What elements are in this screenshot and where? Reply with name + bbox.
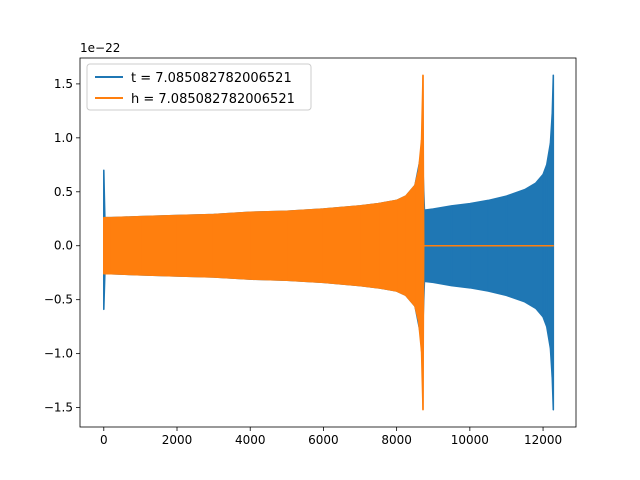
legend-label: t = 7.085082782006521 [131,71,292,86]
y-tick-label: 1.5 [54,77,73,91]
y-axis: −1.5 −1.0 −0.5 0.0 0.5 1.0 1.5 [44,77,80,415]
y-tick-label: 0.0 [54,239,73,253]
axes-frame [79,57,577,428]
y-tick-label: 1.0 [54,131,73,145]
legend-box [86,63,312,111]
y-axis-scale-label: 1e−22 [80,41,120,55]
x-tick-label: 12000 [524,433,562,447]
axes-spines [79,57,577,428]
y-tick-label: −0.5 [44,293,73,307]
x-tick-label: 10000 [451,433,489,447]
x-axis: 0 2000 4000 6000 8000 10000 12000 [100,427,562,447]
y-tick-label: −1.0 [44,347,73,361]
series-h [103,74,555,411]
legend-label: h = 7.085082782006521 [131,92,295,107]
y-tick-label: −1.5 [44,401,73,415]
plot-area [103,74,555,411]
y-tick-label: 0.5 [54,185,73,199]
x-tick-label: 6000 [308,433,339,447]
x-tick-label: 0 [100,433,108,447]
x-tick-label: 2000 [162,433,193,447]
x-tick-label: 4000 [235,433,266,447]
x-tick-label: 8000 [381,433,412,447]
legend: t = 7.085082782006521 h = 7.0850827820065… [86,63,312,111]
